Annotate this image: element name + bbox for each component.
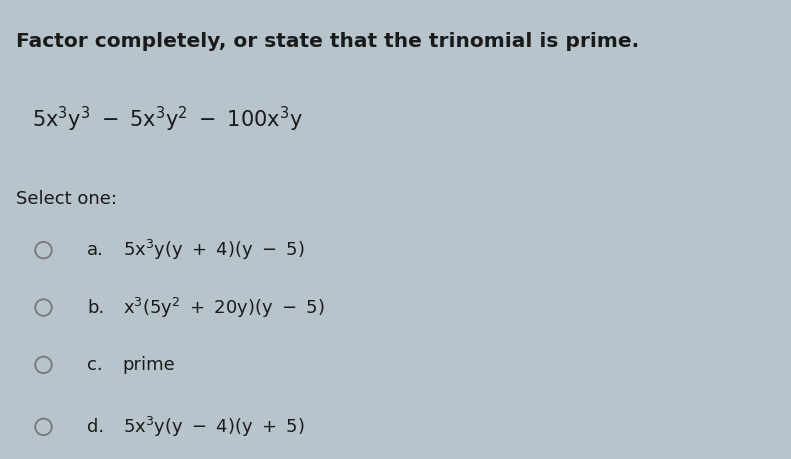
- Text: b.: b.: [87, 298, 104, 317]
- Text: d.: d.: [87, 418, 104, 436]
- Text: $\mathregular{5x^3y(y\ +\ 4)(y\ -\ 5)}$: $\mathregular{5x^3y(y\ +\ 4)(y\ -\ 5)}$: [123, 238, 305, 262]
- Text: Factor completely, or state that the trinomial is prime.: Factor completely, or state that the tri…: [16, 32, 639, 51]
- Text: $\mathregular{x^3(5y^2\ +\ 20y)(y\ -\ 5)}$: $\mathregular{x^3(5y^2\ +\ 20y)(y\ -\ 5)…: [123, 296, 324, 319]
- Text: a.: a.: [87, 241, 104, 259]
- Text: prime: prime: [123, 356, 176, 374]
- Text: c.: c.: [87, 356, 103, 374]
- Text: $\mathregular{5x^3y(y\ -\ 4)(y\ +\ 5)}$: $\mathregular{5x^3y(y\ -\ 4)(y\ +\ 5)}$: [123, 415, 305, 439]
- Text: Select one:: Select one:: [16, 190, 117, 208]
- Text: $\mathregular{5x^3y^3\ -\ 5x^3y^2\ -\ 100x^3y}$: $\mathregular{5x^3y^3\ -\ 5x^3y^2\ -\ 10…: [32, 105, 302, 134]
